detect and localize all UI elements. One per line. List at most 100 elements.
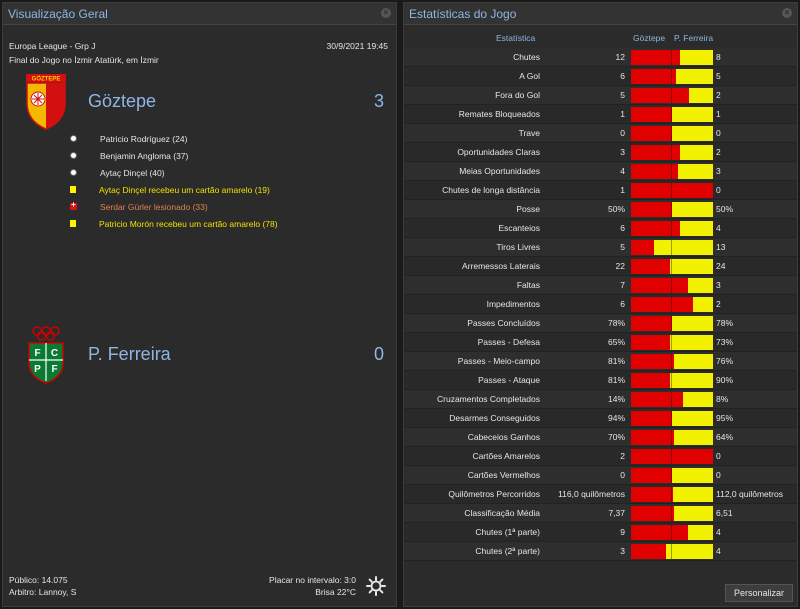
stat-bar-midline [671, 183, 672, 198]
stat-bar-away [672, 126, 713, 141]
event-text[interactable]: Serdar Gürler lesionado (33) [100, 201, 208, 212]
stat-row[interactable]: Quilômetros Percorridos 116,0 quilômetros… [404, 485, 797, 504]
event-item: Serdar Gürler lesionado (33) [70, 198, 278, 215]
stat-bar-home [631, 449, 713, 464]
stat-row[interactable]: Trave 0 0 [404, 124, 797, 143]
stat-row[interactable]: Faltas 7 3 [404, 276, 797, 295]
stat-bar-home [631, 183, 713, 198]
stat-bar-away [680, 50, 713, 65]
stat-bar-away [674, 506, 713, 521]
stat-bar-away [672, 468, 713, 483]
stat-row[interactable]: Impedimentos 6 2 [404, 295, 797, 314]
stat-row[interactable]: Classificação Média 7,37 6,51 [404, 504, 797, 523]
stat-bar-midline [671, 316, 672, 331]
stat-row[interactable]: Passes - Defesa 65% 73% [404, 333, 797, 352]
stat-row[interactable]: Escanteios 6 4 [404, 219, 797, 238]
stat-home-value: 2 [620, 451, 625, 461]
stat-row[interactable]: Desarmes Conseguidos 94% 95% [404, 409, 797, 428]
event-text[interactable]: Aytaç Dinçel recebeu um cartão amarelo (… [99, 184, 270, 195]
goal-ball-icon [70, 152, 77, 159]
svg-text:P: P [34, 364, 41, 375]
stat-bar-midline [671, 221, 672, 236]
stat-row[interactable]: Chutes (1ª parte) 9 4 [404, 523, 797, 542]
stat-row[interactable]: Cruzamentos Completados 14% 8% [404, 390, 797, 409]
stat-row[interactable]: Remates Bloqueados 1 1 [404, 105, 797, 124]
stat-away-value: 3 [716, 280, 721, 290]
stat-home-value: 3 [620, 546, 625, 556]
event-text[interactable]: Aytaç Dinçel (40) [100, 167, 165, 178]
yellow-card-icon [70, 186, 76, 193]
stat-label: Oportunidades Claras [457, 147, 540, 157]
stat-home-value: 1 [620, 109, 625, 119]
stat-row[interactable]: Passes - Ataque 81% 90% [404, 371, 797, 390]
stat-bar-away [669, 335, 713, 350]
stat-row[interactable]: Posse 50% 50% [404, 200, 797, 219]
stat-row[interactable]: Chutes (2ª parte) 3 4 [404, 542, 797, 561]
stat-bar-away [669, 373, 713, 388]
stat-row[interactable]: Cabeceios Ganhos 70% 64% [404, 428, 797, 447]
stat-label: Posse [516, 204, 540, 214]
svg-text:C: C [51, 348, 58, 359]
stat-bar-midline [671, 487, 672, 502]
stat-row[interactable]: Meias Oportunidades 4 3 [404, 162, 797, 181]
event-item: Aytaç Dinçel recebeu um cartão amarelo (… [70, 181, 278, 198]
stat-away-value: 78% [716, 318, 734, 328]
stat-comparison-bar [631, 430, 713, 445]
home-team-score: 3 [373, 91, 384, 111]
stat-bar-home [631, 468, 672, 483]
stat-bar-away [653, 240, 713, 255]
stat-bar-midline [671, 107, 672, 122]
stat-comparison-bar [631, 316, 713, 331]
stat-bar-away [672, 107, 713, 122]
stat-comparison-bar [631, 392, 713, 407]
close-icon[interactable]: × [782, 8, 792, 18]
stat-row[interactable]: Chutes 12 8 [404, 48, 797, 67]
stat-comparison-bar [631, 202, 713, 217]
stat-bar-away [680, 145, 713, 160]
column-header-away[interactable]: P. Ferreira [674, 33, 714, 43]
stat-comparison-bar [631, 525, 713, 540]
stat-label: Escanteios [498, 223, 540, 233]
stat-row[interactable]: Fora do Gol 5 2 [404, 86, 797, 105]
stat-row[interactable]: Chutes de longa distância 1 0 [404, 181, 797, 200]
event-text[interactable]: Patricio Morón recebeu um cartão amarelo… [99, 218, 278, 229]
stat-row[interactable]: Passes Concluídos 78% 78% [404, 314, 797, 333]
close-icon[interactable]: × [381, 8, 391, 18]
customize-button[interactable]: Personalizar [725, 584, 793, 602]
stat-comparison-bar [631, 259, 713, 274]
stat-bar-home [631, 145, 681, 160]
stat-bar-home [631, 297, 693, 312]
stat-row[interactable]: Tiros Livres 5 13 [404, 238, 797, 257]
stat-bar-midline [671, 202, 672, 217]
stat-bar-home [631, 259, 671, 274]
stat-bar-home [631, 544, 667, 559]
stat-bar-home [631, 525, 688, 540]
halftime-score: Placar no intervalo: 3:0 [269, 575, 356, 585]
stat-bar-midline [671, 50, 672, 65]
stat-row[interactable]: Oportunidades Claras 3 2 [404, 143, 797, 162]
event-text[interactable]: Patricio Rodríguez (24) [100, 133, 188, 144]
stat-row[interactable]: Arremessos Laterais 22 24 [404, 257, 797, 276]
stat-row[interactable]: Cartões Vermelhos 0 0 [404, 466, 797, 485]
stat-bar-home [631, 411, 672, 426]
away-team-name[interactable]: P. Ferreira [88, 344, 171, 364]
stat-bar-home [631, 126, 672, 141]
column-header-stat[interactable]: Estatística [496, 33, 536, 43]
stat-bar-away [673, 354, 713, 369]
stat-bar-midline [671, 449, 672, 464]
event-text[interactable]: Benjamin Angloma (37) [100, 150, 189, 161]
column-header-home[interactable]: Göztepe [633, 33, 666, 43]
stat-away-value: 112,0 quilômetros [716, 489, 783, 499]
stat-bar-midline [671, 544, 672, 559]
stat-away-value: 1 [716, 109, 721, 119]
stat-row[interactable]: A Gol 6 5 [404, 67, 797, 86]
stat-comparison-bar [631, 145, 713, 160]
stat-comparison-bar [631, 50, 713, 65]
stat-row[interactable]: Passes - Meio-campo 81% 76% [404, 352, 797, 371]
stat-home-value: 7,37 [608, 508, 625, 518]
match-events: Patricio Rodríguez (24) Benjamin Angloma … [70, 130, 278, 232]
stat-away-value: 76% [716, 356, 734, 366]
event-item: Patricio Rodríguez (24) [70, 130, 278, 147]
stat-row[interactable]: Cartões Amarelos 2 0 [404, 447, 797, 466]
home-team-name[interactable]: Göztepe [88, 91, 157, 111]
